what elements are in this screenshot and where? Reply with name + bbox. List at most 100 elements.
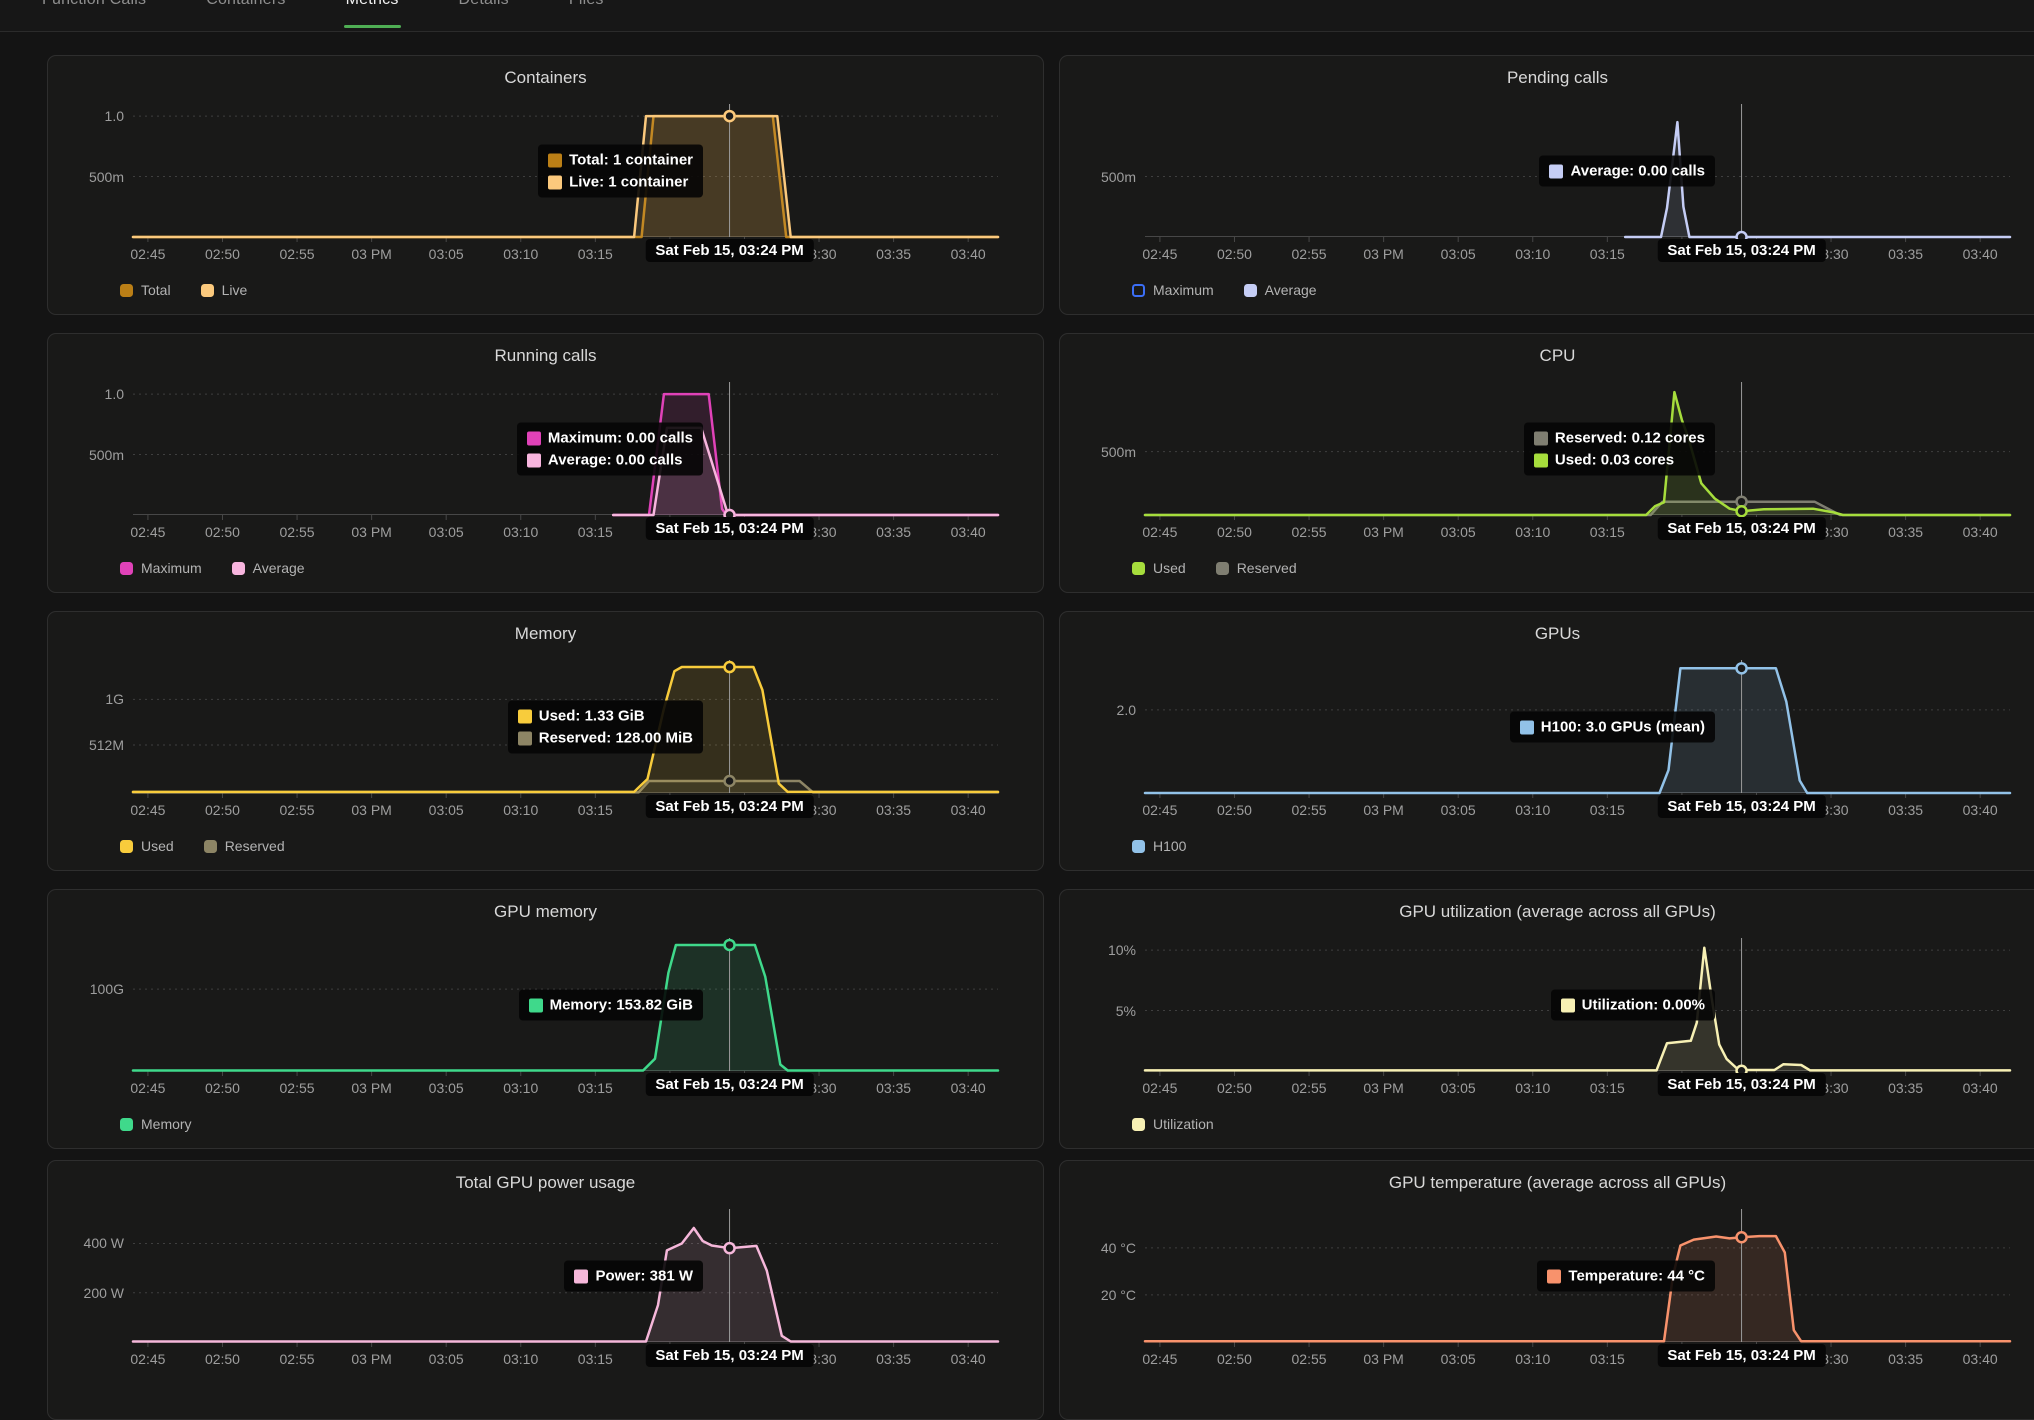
plot-area-containers[interactable] (131, 104, 1000, 242)
chart-title: Total GPU power usage (455, 1173, 636, 1192)
x-axis-tick-label: 03 PM (1363, 1351, 1404, 1367)
legend-item-maximum[interactable]: Maximum (1132, 282, 1214, 298)
chart-svg (131, 104, 1000, 242)
series-line-h100 (1143, 667, 2012, 795)
legend-label: Memory (141, 1116, 192, 1132)
x-axis-tick-label: 02:50 (204, 246, 240, 262)
legend-item-reserved[interactable]: Reserved (1215, 560, 1297, 576)
legend-label: H100 (1153, 838, 1187, 854)
plot-area-gpu-memory[interactable] (131, 938, 1000, 1076)
x-axis-tick-label: 02:45 (1142, 802, 1178, 818)
x-axis-tick-label: 03:10 (503, 246, 539, 262)
crosshair-date-label: Sat Feb 15, 03:24 PM (1657, 517, 1826, 540)
x-axis-tick-label: 03:05 (1440, 1351, 1476, 1367)
tab-files[interactable]: Files (567, 0, 606, 27)
x-axis-tick-label: 02:50 (1216, 802, 1252, 818)
tooltip-value-text: Maximum: 0.00 calls (547, 429, 693, 447)
x-axis-tick-label: 02:45 (130, 1351, 166, 1367)
x-axis-tick-label: 03 PM (1363, 524, 1404, 540)
x-axis-tick-label: 03:05 (428, 246, 464, 262)
x-axis-tick-label: 03 PM (351, 1080, 392, 1096)
series-line-utilization (1143, 946, 2012, 1072)
x-axis-tick-label: 03:40 (1962, 524, 1998, 540)
tab-containers[interactable]: Containers (204, 0, 287, 27)
tooltip-value-text: Utilization: 0.00% (1581, 996, 1705, 1014)
chart-svg (131, 1209, 1000, 1347)
series-line-average (1623, 120, 2012, 239)
y-axis-tick-label: 20 °C (1100, 1286, 1136, 1303)
legend-item-live[interactable]: Live (200, 282, 247, 298)
x-axis-tick-label: 03 PM (1363, 246, 1404, 262)
tooltip-series-swatch (548, 175, 563, 189)
legend-item-h100[interactable]: H100 (1132, 838, 1186, 854)
tab-label: Details (459, 0, 509, 8)
legend-item-used[interactable]: Used (1132, 560, 1186, 576)
legend-item-utilization[interactable]: Utilization (1132, 1116, 1214, 1132)
chart-legend: Utilization (1132, 1116, 1214, 1132)
legend-item-reserved[interactable]: Reserved (203, 838, 285, 854)
tooltip-row: Power: 381 W (574, 1268, 693, 1285)
x-axis-tick-label: 03:40 (950, 1351, 986, 1367)
crosshair-date-label: Sat Feb 15, 03:24 PM (1657, 1073, 1826, 1096)
chart-svg (131, 938, 1000, 1076)
chart-card-cpu: CPU 500m 02:45 02:50 02:55 03 PM 03:05 03:10 03:… (1059, 333, 2034, 593)
tab-details[interactable]: Details (457, 0, 511, 27)
x-axis-tick-label: 02:45 (130, 524, 166, 540)
chart-title: Memory (514, 624, 577, 643)
chart-tooltip: Power: 381 W (564, 1260, 703, 1292)
series-line-power (131, 1226, 1000, 1343)
x-axis-tick-label: 03:40 (1962, 802, 1998, 818)
tooltip-row: Reserved: 128.00 MiB (517, 730, 693, 747)
legend-label: Used (1153, 560, 1186, 576)
plot-area-gpu-utilization-average-across-all-gpus[interactable] (1143, 938, 2012, 1078)
chart-legend: Used Reserved (1132, 560, 1297, 576)
hover-marker-live (723, 109, 736, 123)
legend-item-average[interactable]: Average (1243, 282, 1317, 298)
tooltip-row: Temperature: 44 °C (1547, 1268, 1705, 1285)
x-axis-tick-label: 03:05 (1440, 802, 1476, 818)
legend-item-memory[interactable]: Memory (120, 1116, 192, 1132)
series-line-reserved (1143, 500, 2012, 517)
legend-item-total[interactable]: Total (120, 282, 171, 298)
x-axis-tick-label: 03:35 (876, 802, 912, 818)
x-axis-tick-label: 02:55 (279, 524, 315, 540)
y-axis-tick-label: 5% (1115, 1002, 1136, 1019)
crosshair-date-label: Sat Feb 15, 03:24 PM (1657, 1344, 1826, 1367)
legend-item-maximum[interactable]: Maximum (120, 560, 202, 576)
chart-title: GPU memory (494, 902, 597, 921)
plot-area-pending-calls[interactable] (1145, 104, 2012, 244)
plot-area-memory[interactable] (131, 660, 1000, 798)
series-area-average (613, 427, 998, 515)
plot-area-total-gpu-power-usage[interactable] (131, 1209, 1000, 1347)
legend-item-average[interactable]: Average (231, 560, 305, 576)
x-axis-tick-label: 03:05 (428, 1351, 464, 1367)
tab-label: Containers (206, 0, 285, 8)
chart-legend: Used Reserved (120, 838, 285, 854)
y-axis-tick-label: 400 W (83, 1235, 124, 1252)
tab-function-calls[interactable]: Function Calls (40, 0, 148, 27)
x-axis-tick-label: 02:55 (1291, 1351, 1327, 1367)
x-axis-tick-label: 02:45 (1142, 1351, 1178, 1367)
chart-tooltip: Maximum: 0.00 calls Average: 0.00 calls (516, 422, 703, 476)
plot-area-gpus[interactable] (1143, 660, 2012, 798)
x-axis-tick-label: 03:05 (1440, 1080, 1476, 1096)
legend-item-used[interactable]: Used (120, 838, 174, 854)
tooltip-row: Used: 1.33 GiB (517, 708, 693, 725)
y-axis-tick-label: 10% (1107, 942, 1136, 959)
chart-title: CPU (1539, 346, 1576, 365)
x-axis-tick-label: 02:55 (279, 1351, 315, 1367)
y-axis-tick-label: 512M (88, 737, 124, 754)
chart-card-containers: Containers 1.0 500m 02:45 02:50 02:55 03 PM 03:… (47, 55, 1044, 315)
x-axis-tick-label: 03:15 (1589, 524, 1625, 540)
crosshair-date-label: Sat Feb 15, 03:24 PM (1657, 239, 1826, 262)
x-axis-tick-label: 03 PM (1363, 1080, 1404, 1096)
crosshair-date-label: Sat Feb 15, 03:24 PM (645, 239, 814, 262)
tab-metrics[interactable]: Metrics (343, 0, 401, 28)
tooltip-row: Memory: 153.82 GiB (528, 997, 693, 1014)
crosshair-date-label: Sat Feb 15, 03:24 PM (645, 1073, 814, 1096)
chart-tooltip: Utilization: 0.00% (1550, 989, 1715, 1021)
legend-swatch-average (1243, 283, 1257, 297)
hover-marker-used (1735, 504, 1748, 518)
chart-card-gpu-temperature-average-across-all-gpus: GPU temperature (average across all GPUs… (1059, 1160, 2034, 1420)
